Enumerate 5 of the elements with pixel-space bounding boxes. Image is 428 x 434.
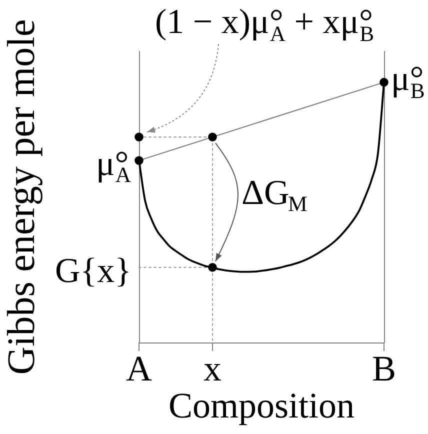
y-axis-title: Gibbs energy per mole [0, 19, 43, 375]
annotation: G{x} [55, 250, 132, 290]
x-tick-label: B [372, 348, 396, 388]
x-tick-label: A [126, 348, 152, 388]
annotation: ΔG$_{M}$ [242, 172, 308, 216]
